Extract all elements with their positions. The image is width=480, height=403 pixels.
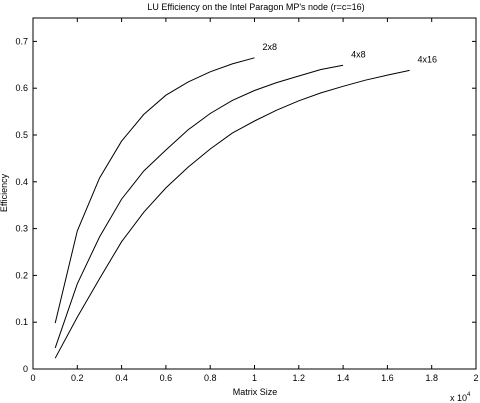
series-labels: 2x8 4x8 4x16 (263, 42, 438, 65)
y-tick-label: 0.6 (15, 83, 28, 93)
x-tick-label: 0.6 (160, 373, 173, 383)
series-label-2x8: 2x8 (263, 42, 278, 52)
x-axis-title: Matrix Size (233, 387, 278, 397)
x-tick-label: 1.8 (425, 373, 438, 383)
series-lines (54, 57, 410, 359)
series-line-4x8 (54, 64, 344, 349)
x-tick-label: 0 (30, 373, 35, 383)
x-tick-label: 0.8 (204, 373, 217, 383)
x-tick-label: 1.4 (337, 373, 350, 383)
y-axis-title: Efficiency (0, 173, 9, 212)
x-axis-multiplier-base: x 10 (450, 393, 467, 403)
axis-tick-labels: 0 0.2 0.4 0.6 0.8 1 1.2 1.4 1.6 1.8 2 0 0.1 0.2 0.3 0.4… (15, 36, 478, 383)
y-tick-label: 0.2 (15, 270, 28, 280)
axis-ticks (32, 18, 477, 370)
x-tick-label: 0.2 (71, 373, 84, 383)
x-axis-multiplier: x 104 (450, 392, 471, 403)
x-tick-label: 1.6 (381, 373, 394, 383)
x-axis-multiplier-exponent: 4 (467, 392, 471, 398)
series-label-4x8: 4x8 (351, 49, 366, 59)
y-tick-label: 0.4 (15, 177, 28, 187)
y-tick-label: 0.5 (15, 130, 28, 140)
y-tick-label: 0.3 (15, 224, 28, 234)
y-tick-label: 0.1 (15, 317, 28, 327)
x-tick-label: 1.2 (293, 373, 306, 383)
series-line-4x16 (54, 69, 410, 359)
y-tick-label: 0.7 (15, 36, 28, 46)
y-tick-label: 0 (23, 364, 28, 374)
x-tick-label: 1 (252, 373, 257, 383)
series-line-2x8 (54, 57, 255, 324)
x-tick-label: 2 (473, 373, 478, 383)
series-label-4x16: 4x16 (418, 54, 438, 64)
x-tick-label: 0.4 (115, 373, 128, 383)
chart-title: LU Efficiency on the Intel Paragon MP's … (147, 2, 364, 12)
